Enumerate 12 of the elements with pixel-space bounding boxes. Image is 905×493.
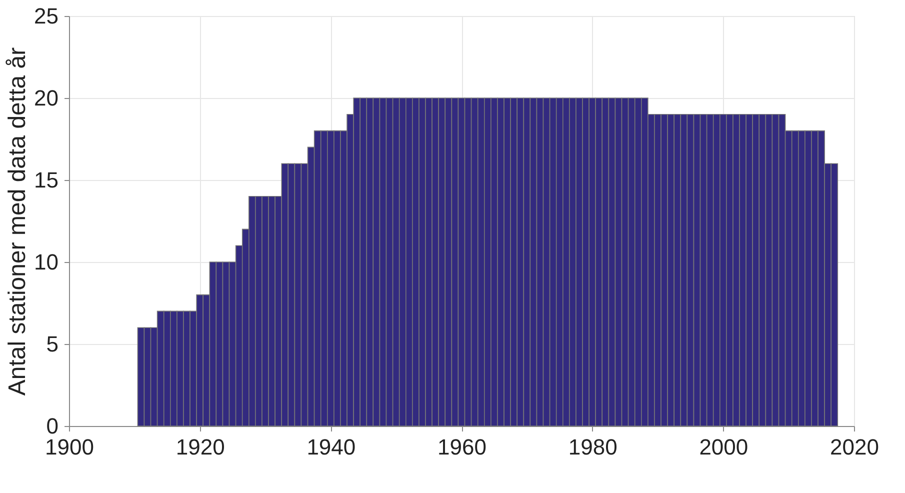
y-tick-label: 15	[34, 168, 58, 192]
x-tick-label: 1940	[306, 434, 356, 460]
x-tick-label: 2000	[699, 434, 748, 460]
y-tick-label: 10	[34, 250, 58, 274]
x-tick-label: 1960	[438, 434, 486, 460]
y-tick-label: 25	[34, 4, 58, 28]
y-tick-label: 20	[34, 86, 58, 110]
y-axis-title: Antal stationer med data detta år	[4, 47, 32, 396]
x-tick-label: 2020	[830, 434, 879, 460]
y-tick-label: 5	[46, 332, 58, 356]
x-tick-label: 1920	[176, 434, 225, 460]
x-tick-label: 1980	[568, 434, 618, 460]
